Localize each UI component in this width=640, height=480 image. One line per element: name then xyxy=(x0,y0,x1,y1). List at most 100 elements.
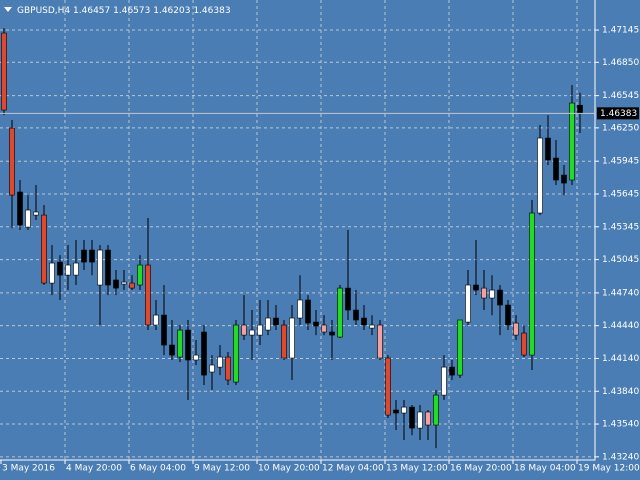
candle-body xyxy=(321,324,327,333)
candle-body xyxy=(361,317,367,326)
candle-body xyxy=(225,356,231,381)
menu-arrow[interactable] xyxy=(4,7,12,12)
candle-body xyxy=(353,309,359,321)
x-tick-label: 12 May 04:00 xyxy=(322,464,384,474)
candle-body xyxy=(393,409,399,414)
y-tick-label: 1.45645 xyxy=(602,189,639,199)
candle-body xyxy=(257,324,263,336)
candle-body xyxy=(73,262,79,276)
candle-body xyxy=(577,104,583,114)
low-value: 1.46203 xyxy=(153,6,190,16)
candle-body xyxy=(89,249,95,263)
y-tick-label: 1.44740 xyxy=(602,288,639,298)
x-tick-label: 13 May 12:00 xyxy=(386,464,448,474)
price-label: 1.46383 xyxy=(600,109,637,119)
x-tick-label: 18 May 04:00 xyxy=(514,464,576,474)
candle-body xyxy=(529,212,535,356)
candle-body xyxy=(449,366,455,376)
high-value: 1.46573 xyxy=(113,6,150,16)
chart-header: GBPUSD,H4 1.46457 1.46573 1.46203 1.4638… xyxy=(17,6,231,16)
candle-body xyxy=(385,357,391,416)
candle-body xyxy=(337,287,343,338)
candle-body xyxy=(177,329,183,358)
candle-body xyxy=(49,262,55,284)
candle-body xyxy=(465,284,471,323)
candle-body xyxy=(441,366,447,396)
y-tick-label: 1.43840 xyxy=(602,387,639,397)
candle-body xyxy=(25,209,31,228)
y-tick-label: 1.46250 xyxy=(602,123,639,133)
candle-body xyxy=(17,191,23,226)
candle-body xyxy=(217,356,223,368)
candle-body xyxy=(401,406,407,414)
candle-body xyxy=(113,279,119,289)
candle-body xyxy=(209,364,215,373)
x-tick-label: 4 May 20:00 xyxy=(66,464,122,474)
candle-body xyxy=(505,304,511,326)
plot-frame xyxy=(0,0,596,461)
y-tick-label: 1.44440 xyxy=(602,321,639,331)
candle-body xyxy=(289,317,295,359)
x-tick-label: 3 May 2016 xyxy=(2,464,55,474)
candle-body xyxy=(57,261,63,276)
candle-body xyxy=(457,319,463,376)
x-tick-label: 19 May 12:00 xyxy=(578,464,640,474)
candle-body xyxy=(521,332,527,356)
candle-body xyxy=(1,32,7,111)
candle-body xyxy=(249,329,255,336)
candle-body xyxy=(105,249,111,286)
y-tick-label: 1.47145 xyxy=(602,26,639,36)
candle-body xyxy=(377,324,383,359)
y-tick-label: 1.45945 xyxy=(602,157,639,167)
candle-body xyxy=(241,324,247,336)
y-tick-label: 1.44140 xyxy=(602,354,639,364)
x-tick-label: 10 May 20:00 xyxy=(258,464,320,474)
symbol: GBPUSD,H4 xyxy=(17,6,70,16)
candle-body xyxy=(121,281,127,285)
candle-body xyxy=(545,137,551,161)
y-tick-label: 1.45045 xyxy=(602,255,639,265)
candle-body xyxy=(129,282,135,289)
x-tick-label: 9 May 12:00 xyxy=(194,464,250,474)
y-tick-label: 1.43540 xyxy=(602,420,639,430)
x-tick-label: 16 May 20:00 xyxy=(450,464,512,474)
candle-body xyxy=(329,331,335,336)
candle-body xyxy=(201,331,207,376)
candle-body xyxy=(433,394,439,426)
candle-body xyxy=(273,317,279,326)
candle-body xyxy=(97,249,103,286)
candle-body xyxy=(497,289,503,306)
candle-body xyxy=(137,264,143,286)
candle-body xyxy=(553,157,559,181)
candle-body xyxy=(33,211,39,216)
x-tick-label: 6 May 04:00 xyxy=(130,464,186,474)
candle-body xyxy=(65,264,71,276)
candle-body xyxy=(193,354,199,361)
candle-body xyxy=(153,314,159,326)
candle-body xyxy=(561,174,567,184)
candle-body xyxy=(265,317,271,331)
price-label-bg xyxy=(597,107,639,120)
candle-body xyxy=(345,287,351,311)
y-tick-label: 1.45345 xyxy=(602,222,639,232)
candle-body xyxy=(297,299,303,319)
candle-body xyxy=(81,249,87,263)
candle-body xyxy=(481,287,487,299)
candle-body xyxy=(313,321,319,327)
candle-body xyxy=(409,406,415,429)
candle-body xyxy=(569,102,575,181)
candle-body xyxy=(281,324,287,359)
candle-body xyxy=(417,411,423,429)
candle-body xyxy=(489,289,495,299)
y-tick-label: 1.46850 xyxy=(602,58,639,68)
candle-body xyxy=(425,411,431,426)
candle-body xyxy=(513,322,519,336)
y-tick-label: 1.43240 xyxy=(602,452,639,462)
candle-body xyxy=(9,127,15,196)
open-value: 1.46457 xyxy=(73,6,110,16)
candle-body xyxy=(41,214,47,284)
candle-body xyxy=(305,299,311,324)
candle-body xyxy=(369,324,375,329)
candle-body xyxy=(233,324,239,383)
